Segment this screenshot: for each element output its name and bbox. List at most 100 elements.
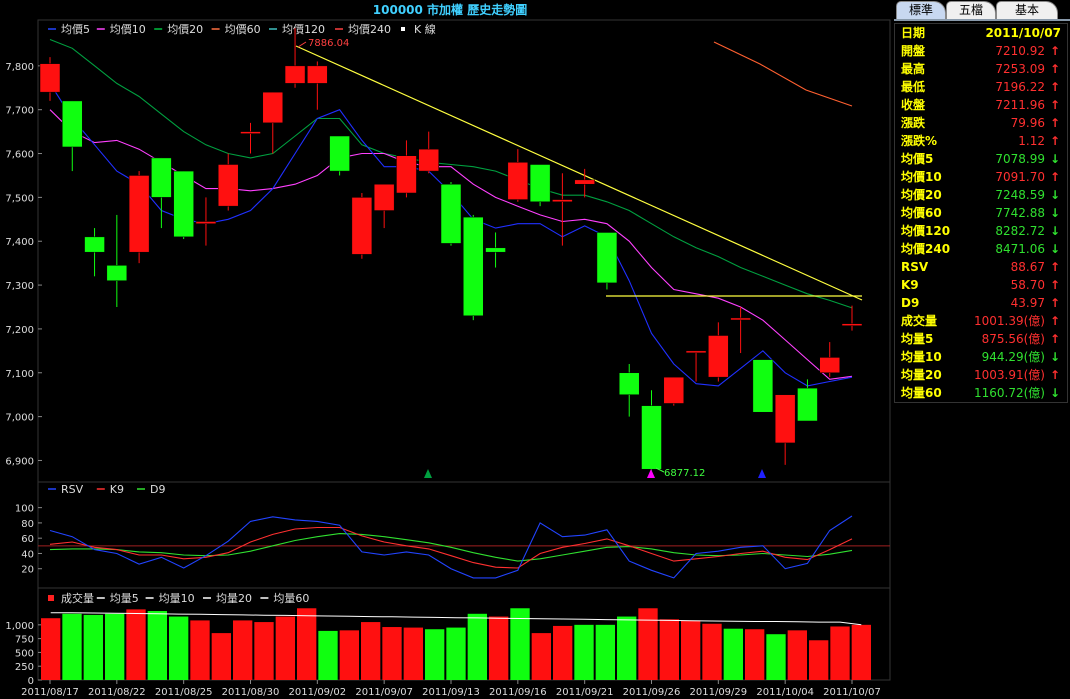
volume-bar (617, 616, 637, 680)
volume-bar (147, 611, 167, 680)
stock-chart[interactable]: 100000 市加權 歷史走勢圖 6,900 7,000 7,100 7,200 7,3… (0, 0, 894, 699)
volume-bar (659, 619, 679, 680)
quote-value: 7253.09 (995, 62, 1045, 76)
volume-bar (681, 620, 701, 680)
volume-axis: 0 250 500 750 1,000 (5, 621, 42, 687)
kd-tick-label: 60 (21, 534, 34, 545)
low-annotation: 6877.12 (664, 468, 705, 479)
kd-lines (49, 515, 853, 579)
arrow-down-icon: ↓ (1049, 152, 1061, 166)
quote-label: 漲跌 (901, 116, 926, 130)
quote-row: 漲跌 79.96 ↑ (895, 114, 1067, 132)
volume-bar (339, 630, 359, 680)
price-tick-label: 7,000 (5, 413, 34, 424)
quote-value: 7078.99 (995, 152, 1045, 166)
price-tick-label: 7,300 (5, 281, 34, 292)
price-tick-label: 7,500 (5, 193, 34, 204)
candle-body (507, 162, 529, 200)
candle-body (240, 131, 261, 134)
date-tick-label: 2011/09/21 (556, 687, 614, 698)
quote-value: 944.29(億) (981, 350, 1045, 364)
volume-bar (830, 626, 850, 680)
markers: 7886.04 6877.12 (297, 38, 766, 479)
candle-body (173, 170, 194, 238)
volume-bar (126, 609, 146, 680)
volume-legend: 成交量 均量5 均量10 均量20 均量60 (48, 591, 309, 605)
volume-bar (745, 629, 765, 680)
date-tick-label: 2011/08/22 (88, 687, 146, 698)
magenta-triangle-marker (647, 469, 655, 478)
arrow-up-icon: ↑ (1049, 170, 1061, 184)
price-tick-label: 6,900 (5, 456, 34, 467)
volume-bar (531, 633, 551, 680)
arrow-up-icon: ↑ (1049, 332, 1061, 346)
kd-tick-label: 40 (21, 549, 34, 560)
volume-bar (62, 613, 82, 680)
date-tick-label: 2011/09/07 (355, 687, 413, 698)
volume-tick-label: 250 (15, 662, 34, 673)
volume-bar (297, 608, 317, 680)
volume-bar (190, 620, 210, 680)
candle-body (128, 175, 150, 253)
volume-bar (83, 614, 103, 680)
tab-five-levels[interactable]: 五檔 (946, 1, 996, 19)
arrow-down-icon: ↓ (1049, 188, 1061, 202)
date-tick-label: 2011/10/07 (823, 687, 881, 698)
legend-label: RSV (61, 483, 84, 496)
candle-body (351, 197, 373, 255)
quote-value: 8471.06 (995, 242, 1045, 256)
legend-label: 均量10 (159, 592, 195, 605)
date-tick-label: 2011/08/25 (155, 687, 213, 698)
quote-row: 均量20 1003.91(億) ↑ (895, 366, 1067, 384)
quote-row: 均量60 1160.72(億) ↓ (895, 384, 1067, 402)
candle-body (62, 100, 83, 148)
candle-body (284, 65, 306, 84)
quote-value: 2011/10/07 (985, 26, 1061, 40)
volume-bar (638, 608, 658, 680)
arrow-up-icon: ↑ (1049, 116, 1061, 130)
candle-body (774, 394, 796, 444)
candle-body (641, 405, 662, 470)
volume-bar (574, 624, 594, 680)
quote-label: 均價120 (901, 224, 951, 238)
quote-row: 日期 2011/10/07 (895, 24, 1067, 42)
arrow-down-icon: ↓ (1049, 224, 1061, 238)
volume-bar (851, 624, 871, 680)
legend-label: 均價240 (348, 22, 391, 36)
quote-value: 7248.59 (995, 188, 1045, 202)
arrow-up-icon: ↑ (1049, 80, 1061, 94)
volume-ma-line (50, 612, 862, 626)
arrow-down-icon: ↓ (1049, 386, 1061, 400)
legend-label: 均量60 (273, 592, 309, 605)
quote-value: 1003.91(億) (974, 368, 1045, 382)
candle-body (819, 357, 840, 374)
volume-bar (318, 630, 338, 680)
price-legend: 均價5 均價10 均價20 均價60 均價120 均價240 K 線 (48, 22, 436, 36)
kd-panel (37, 481, 891, 589)
volume-bar (275, 616, 295, 680)
candle-body (529, 164, 551, 203)
kd-tick-label: 80 (21, 519, 34, 530)
chart-title: 100000 市加權 歷史走勢圖 (373, 2, 527, 17)
downtrend-line (295, 45, 863, 301)
candle-body (262, 91, 284, 124)
date-axis: 2011/08/17 2011/08/22 2011/08/25 2011/08/30… (21, 680, 881, 698)
quote-value: 1001.39(億) (974, 314, 1045, 328)
quote-label: 最高 (901, 62, 926, 76)
candlesticks (39, 28, 863, 471)
price-tick-label: 7,400 (5, 237, 34, 248)
candle-body (84, 236, 105, 253)
legend-swatch (401, 27, 405, 31)
date-tick-label: 2011/09/13 (422, 687, 480, 698)
quote-label: 均價20 (901, 188, 942, 202)
arrow-up-icon: ↑ (1049, 44, 1061, 58)
price-axis: 6,900 7,000 7,100 7,200 7,300 7,400 7,500 7,600… (5, 62, 42, 467)
volume-bar (553, 625, 573, 680)
tab-basic[interactable]: 基本 (996, 1, 1058, 19)
quote-row: 開盤 7210.92 ↑ (895, 42, 1067, 60)
volume-bar (489, 616, 509, 680)
tab-standard[interactable]: 標準 (896, 1, 946, 19)
date-tick-label: 2011/08/30 (222, 687, 280, 698)
volume-bar (41, 618, 61, 680)
quote-label: 均價60 (901, 206, 942, 220)
